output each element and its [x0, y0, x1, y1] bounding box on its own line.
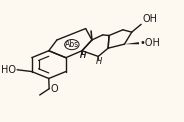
Text: •OH: •OH	[140, 38, 160, 48]
Text: Abs: Abs	[65, 40, 79, 49]
Text: H: H	[80, 51, 86, 60]
Text: H: H	[80, 51, 86, 60]
Text: HO: HO	[1, 65, 16, 75]
Text: H: H	[96, 56, 102, 66]
Text: OH: OH	[142, 14, 157, 24]
Text: O: O	[51, 84, 59, 94]
Polygon shape	[124, 42, 139, 44]
